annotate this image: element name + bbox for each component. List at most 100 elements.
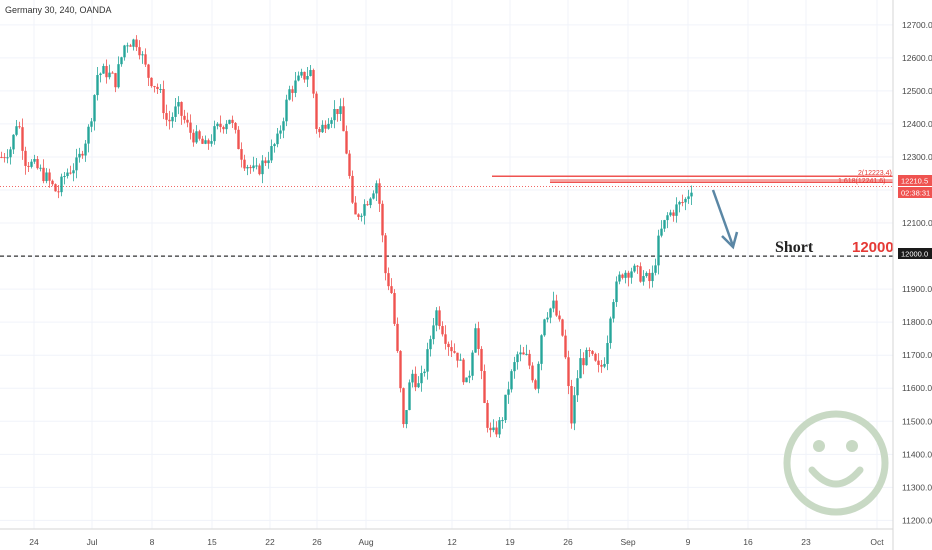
candle-body [285,99,288,122]
candle-body [180,102,183,116]
candle-body [339,106,342,115]
candle-body [414,373,417,388]
candle-body [132,39,135,47]
candle-body [648,272,651,282]
y-tick-label: 12600.0 [902,53,932,63]
candle-body [510,371,513,390]
candle-body [657,235,660,266]
grid [0,0,893,529]
candle-body [645,272,648,277]
candle-body [438,310,441,327]
candle-body [63,176,66,178]
candle-body [69,172,72,174]
candle-body [399,351,402,389]
candle-body [576,378,579,396]
candle-body [123,45,126,58]
candle-body [72,170,75,174]
candle-body [384,235,387,274]
candle-body [162,88,165,114]
annotation-value: 12000 [852,239,894,256]
candle-body [546,317,549,320]
candle-body [654,265,657,273]
x-tick-label: 15 [207,537,217,547]
candle-body [474,328,477,353]
candle-body [498,420,501,435]
candle-body [117,64,120,88]
candle-body [423,371,426,374]
candle-body [594,353,597,361]
candle-body [606,343,609,364]
candle-body [222,127,225,130]
candle-body [27,165,30,167]
candle-body [573,395,576,424]
x-tick-label: 16 [743,537,753,547]
candle-body [213,126,216,142]
candle-body [90,121,93,127]
x-tick-label: 19 [505,537,515,547]
candle-body [564,335,567,358]
candle-body [609,318,612,344]
candle-body [534,380,537,389]
y-tick-label: 11700.0 [902,350,932,360]
y-tick-label: 12500.0 [902,86,932,96]
x-tick-label: 24 [29,537,39,547]
candle-body [261,160,264,175]
candle-body [636,265,639,267]
candle-body [138,47,141,56]
candle-body [156,86,159,90]
candle-body [651,272,654,282]
x-tick-label: 23 [801,537,811,547]
level-label-lower: 1.618(12241.6) [838,178,885,185]
candle-body [486,402,489,428]
candle-body [330,120,333,124]
candle-body [51,180,54,185]
level-label-upper: 2(12223.4) [858,170,892,177]
candle-body [249,166,252,169]
y-tick-label: 11500.0 [902,416,932,426]
candle-body [639,266,642,282]
y-tick-label: 12300.0 [902,152,932,162]
candle-body [345,131,348,154]
x-tick-label: 8 [150,537,155,547]
candle-body [297,75,300,81]
candle-body [15,126,18,135]
candle-body [207,140,210,144]
candle-body [135,39,138,48]
candle-body [219,123,222,128]
candle-body [108,72,111,78]
candle-body [441,326,444,335]
annotation-label: Short [775,239,814,256]
candle-body [6,157,9,159]
x-tick-label: Oct [870,537,884,547]
y-tick-label: 11400.0 [902,449,932,459]
candle-body [144,54,147,65]
candle-body [453,351,456,353]
candle-body [621,274,624,278]
candle-body [591,350,594,354]
candle-body [627,272,630,278]
candle-body [267,160,270,164]
x-tick-label: 9 [686,537,691,547]
candle-body [555,300,558,316]
smiley-face-icon [783,410,889,516]
candle-body [54,184,57,192]
candle-body [150,77,153,87]
candle-body [513,362,516,372]
level-price-tag: 12000.0 [898,248,932,259]
candle-body [78,153,81,158]
candle-body [390,286,393,294]
candle-body [366,204,369,206]
x-tick-label: 26 [312,537,322,547]
candle-body [168,119,171,122]
candles [0,35,693,438]
candle-body [255,165,258,167]
candle-body [351,175,354,203]
candle-body [612,302,615,319]
candle-body [102,66,105,74]
candle-body [315,93,318,129]
candle-body [396,323,399,352]
candle-body [48,172,51,181]
candle-body [672,212,675,216]
arrow-down-icon [711,189,739,250]
